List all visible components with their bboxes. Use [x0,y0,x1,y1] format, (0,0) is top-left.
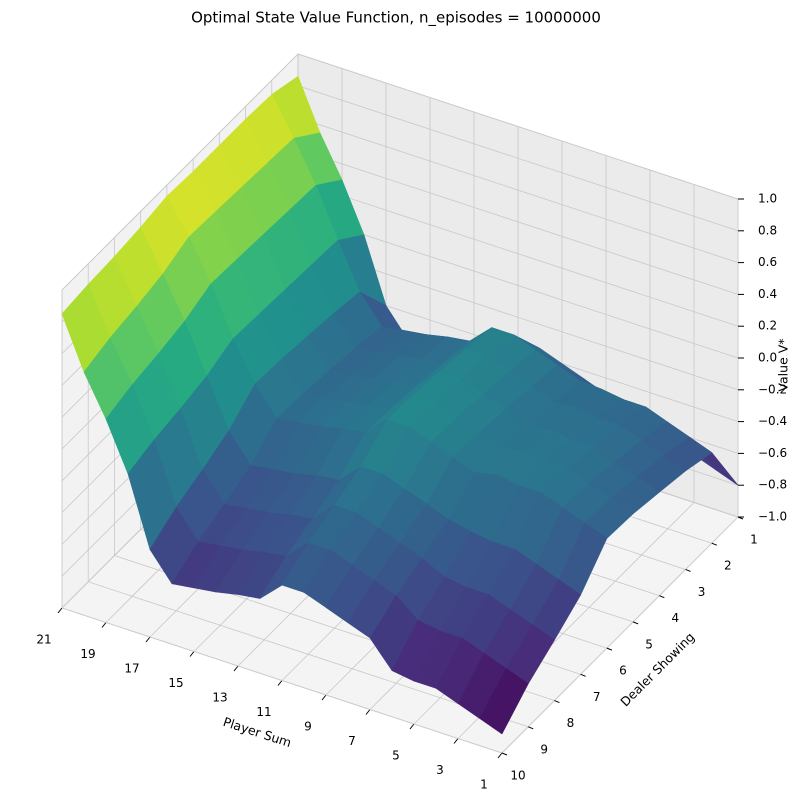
grid-line [297,85,739,232]
x-tick [57,607,63,614]
grid-line [501,516,739,754]
y-tick-label: 2 [724,559,732,573]
y-tick [685,568,691,572]
y-tick [711,542,717,546]
grid-line [297,53,739,200]
x-tick [365,709,371,715]
y-tick [632,621,639,625]
y-tick [528,726,534,730]
grid-line [61,607,503,754]
x-tick-label: 21 [36,633,51,647]
x-tick-label: 17 [124,662,139,676]
y-tick-label: 9 [540,742,548,756]
z-tick-label: −0.8 [758,478,787,492]
y-tick-label: 10 [510,769,525,783]
x-tick [277,680,283,686]
x-tick-label: 19 [80,647,95,661]
y-tick [659,595,665,599]
x-tick-label: 5 [392,749,400,763]
x-tick-label: 13 [212,691,227,705]
y-tick [606,647,613,651]
x-tick [233,665,239,672]
z-tick-label: 0.4 [758,287,777,301]
z-tick-label: 0.6 [758,255,777,269]
y-tick [554,700,560,704]
y-tick-label: 1 [750,533,758,547]
z-axis-label: Value V* [776,338,791,391]
x-tick-label: 3 [436,763,444,777]
grid-line [88,581,529,728]
x-tick-label: 7 [348,734,356,748]
y-axis-label: Dealer Showing [617,629,697,709]
z-tick-label: 0.2 [758,319,777,333]
y-tick-label: 6 [619,664,627,678]
grid-line [297,212,739,359]
y-tick-label: 5 [645,637,653,651]
grid-line [297,117,739,263]
surface-patch [479,668,529,735]
z-tick-label: 0.0 [758,351,777,365]
x-tick [453,738,459,744]
y-tick [580,673,586,677]
x-tick-label: 9 [304,720,312,734]
x-tick [321,694,327,701]
y-tick [501,752,508,756]
y-tick-label: 4 [672,611,680,625]
z-tick-label: 0.8 [758,223,777,237]
x-tick [409,723,415,730]
x-tick [189,651,195,657]
grid-line [297,180,739,327]
z-tick-label: −1.0 [758,510,787,524]
x-tick-label: 15 [168,676,183,690]
chart-title: Optimal State Value Function, n_episodes… [191,9,601,28]
y-tick-label: 7 [593,690,601,704]
z-tick-label: −0.2 [758,382,787,396]
x-tick-label: 11 [256,705,271,719]
z-tick-label: −0.6 [758,446,787,460]
y-tick-label: 8 [567,716,575,730]
x-tick-label: 1 [480,778,488,792]
z-tick-label: −0.4 [758,414,787,428]
x-axis-label: Player Sum [221,714,293,750]
z-tick-label: 1.0 [758,192,777,206]
grid-line [297,149,739,295]
x-tick [101,622,107,628]
grid-line [61,53,299,291]
x-tick [145,636,151,643]
x-tick [497,752,503,759]
y-tick-label: 3 [698,585,706,599]
